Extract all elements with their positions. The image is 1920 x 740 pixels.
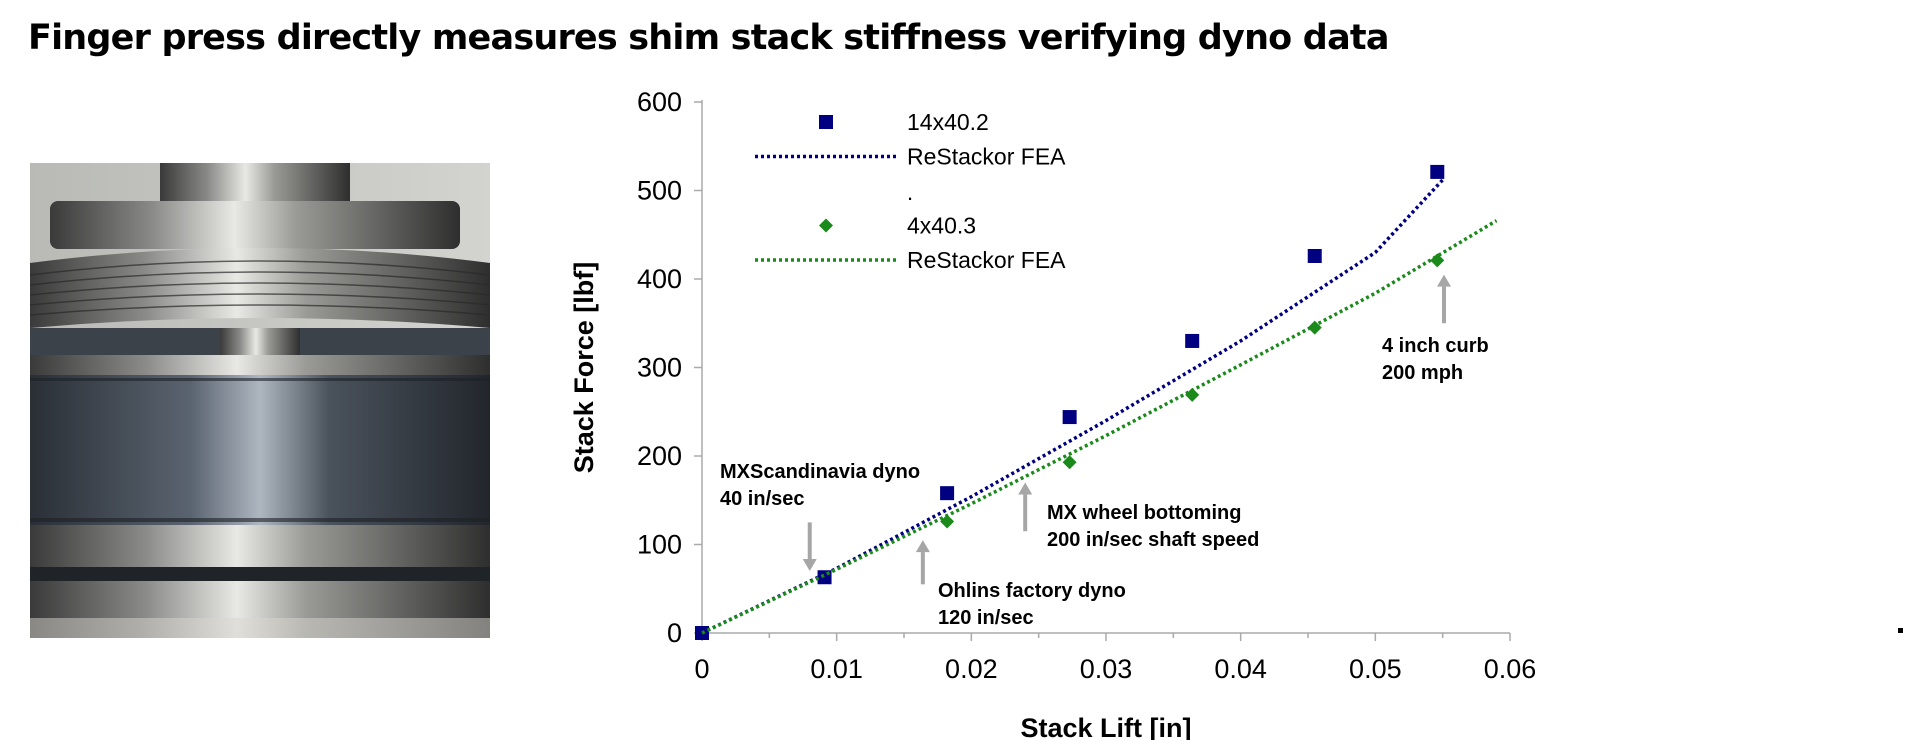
x-tick-label: 0.04 <box>1214 654 1267 684</box>
y-tick-label: 500 <box>637 176 682 206</box>
x-axis-label: Stack Lift [in] <box>1020 713 1191 740</box>
data-point-square <box>940 486 955 501</box>
data-point-square <box>1430 164 1445 179</box>
data-point-square <box>1185 333 1200 348</box>
y-tick-label: 600 <box>637 87 682 117</box>
annotation-label: MX wheel bottoming <box>1047 502 1241 524</box>
legend-label: 4x40.3 <box>907 213 976 239</box>
annotation-label: MXScandinavia dyno <box>720 461 920 483</box>
y-tick-label: 400 <box>637 264 682 294</box>
data-point-diamond <box>1430 253 1445 268</box>
data-point-diamond <box>940 514 955 529</box>
legend-square-swatch <box>819 115 833 129</box>
x-tick-label: 0.03 <box>1080 654 1133 684</box>
legend-diamond-swatch <box>819 218 833 233</box>
stray-dot <box>1898 628 1903 633</box>
series-line-1 <box>701 178 1444 635</box>
legend-label: ReStackor FEA <box>907 247 1066 273</box>
annotation-arrow-head <box>1018 482 1033 495</box>
x-tick-label: 0.02 <box>945 654 998 684</box>
y-tick-label: 100 <box>637 530 682 560</box>
data-point-diamond <box>1062 455 1077 470</box>
annotation-label: 200 in/sec shaft speed <box>1047 529 1259 551</box>
data-point-diamond <box>1307 320 1322 335</box>
data-point-square <box>1307 248 1322 263</box>
annotation-arrow-head <box>802 559 817 572</box>
x-tick-label: 0.01 <box>810 654 863 684</box>
legend-label: 14x40.2 <box>907 109 989 135</box>
data-point-diamond <box>1185 387 1200 402</box>
x-tick-label: 0.05 <box>1349 654 1402 684</box>
annotation-label: 120 in/sec <box>938 607 1034 629</box>
data-point-square <box>817 570 832 585</box>
annotation-label: 200 mph <box>1382 362 1463 384</box>
data-point-square <box>1062 410 1077 425</box>
y-axis-label: Stack Force [lbf] <box>569 262 599 474</box>
y-tick-label: 200 <box>637 441 682 471</box>
legend-label: ReStackor FEA <box>907 144 1066 170</box>
annotation-arrow-head <box>1437 274 1452 287</box>
y-tick-label: 0 <box>667 618 682 648</box>
shim-stack-photo <box>30 163 490 638</box>
legend-separator: . <box>907 180 913 205</box>
annotation-arrow-head <box>915 540 930 553</box>
annotation-label: 4 inch curb <box>1382 335 1489 357</box>
page-title: Finger press directly measures shim stac… <box>28 18 1389 58</box>
annotation-label: 40 in/sec <box>720 488 805 510</box>
x-tick-label: 0.06 <box>1484 654 1537 684</box>
x-tick-label: 0 <box>694 654 709 684</box>
y-tick-label: 300 <box>637 353 682 383</box>
annotation-label: Ohlins factory dyno <box>938 580 1126 602</box>
